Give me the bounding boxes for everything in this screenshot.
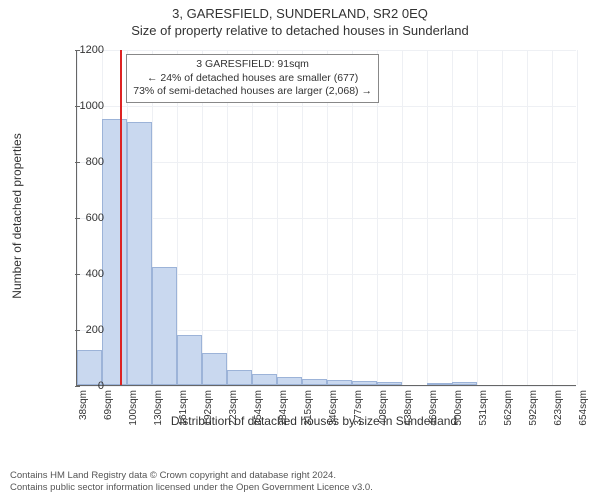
reference-line <box>120 50 122 385</box>
x-tick-label: 38sqm <box>78 390 89 420</box>
hgrid <box>77 386 576 387</box>
footer-attribution: Contains HM Land Registry data © Crown c… <box>10 470 373 494</box>
x-tick-label: 254sqm <box>253 390 264 426</box>
y-tick-mark <box>75 330 80 331</box>
annotation-line3: 73% of semi-detached houses are larger (… <box>133 85 372 99</box>
bar <box>177 335 202 385</box>
y-tick-mark <box>75 162 80 163</box>
x-tick-label: 192sqm <box>203 390 214 426</box>
y-tick-mark <box>75 386 80 387</box>
vgrid <box>577 50 578 385</box>
x-tick-label: 223sqm <box>228 390 239 426</box>
x-tick-label: 531sqm <box>478 390 489 426</box>
bar <box>452 382 477 385</box>
footer-line1: Contains HM Land Registry data © Crown c… <box>10 470 373 482</box>
bar <box>102 119 127 385</box>
hgrid <box>77 106 576 107</box>
bar <box>352 381 377 385</box>
footer-line2: Contains public sector information licen… <box>10 482 373 494</box>
x-tick-label: 284sqm <box>278 390 289 426</box>
x-tick-label: 623sqm <box>553 390 564 426</box>
annotation-line1: 3 GARESFIELD: 91sqm <box>133 58 372 72</box>
annotation-line2: ← 24% of detached houses are smaller (67… <box>133 72 372 86</box>
hgrid <box>77 50 576 51</box>
bar <box>377 382 402 385</box>
x-tick-label: 130sqm <box>153 390 164 426</box>
x-tick-label: 438sqm <box>403 390 414 426</box>
x-tick-label: 500sqm <box>453 390 464 426</box>
x-tick-label: 408sqm <box>378 390 389 426</box>
bar <box>327 380 352 385</box>
x-tick-label: 161sqm <box>178 390 189 426</box>
x-tick-label: 100sqm <box>128 390 139 426</box>
x-tick-label: 315sqm <box>303 390 314 426</box>
y-tick-mark <box>75 218 80 219</box>
annotation-box: 3 GARESFIELD: 91sqm← 24% of detached hou… <box>126 54 379 103</box>
y-tick-label: 400 <box>64 268 104 280</box>
bar <box>202 353 227 385</box>
bar <box>227 370 252 385</box>
y-tick-label: 200 <box>64 324 104 336</box>
bar <box>127 122 152 385</box>
x-tick-label: 69sqm <box>103 390 114 420</box>
plot-area: 3 GARESFIELD: 91sqm← 24% of detached hou… <box>76 50 576 386</box>
y-tick-label: 1200 <box>64 44 104 56</box>
bar <box>427 383 452 385</box>
y-tick-label: 600 <box>64 212 104 224</box>
bar <box>302 379 327 385</box>
x-tick-label: 346sqm <box>328 390 339 426</box>
y-tick-mark <box>75 106 80 107</box>
y-tick-mark <box>75 50 80 51</box>
x-tick-label: 469sqm <box>428 390 439 426</box>
bar <box>252 374 277 385</box>
y-tick-label: 1000 <box>64 100 104 112</box>
x-tick-label: 592sqm <box>528 390 539 426</box>
y-tick-label: 800 <box>64 156 104 168</box>
chart-title: Size of property relative to detached ho… <box>0 21 600 42</box>
y-tick-mark <box>75 274 80 275</box>
chart: Number of detached properties 3 GARESFIE… <box>48 46 580 424</box>
x-tick-label: 654sqm <box>578 390 589 426</box>
bar <box>152 267 177 385</box>
x-tick-label: 562sqm <box>503 390 514 426</box>
x-tick-label: 377sqm <box>353 390 364 426</box>
super-title: 3, GARESFIELD, SUNDERLAND, SR2 0EQ <box>0 0 600 21</box>
bar <box>277 377 302 385</box>
